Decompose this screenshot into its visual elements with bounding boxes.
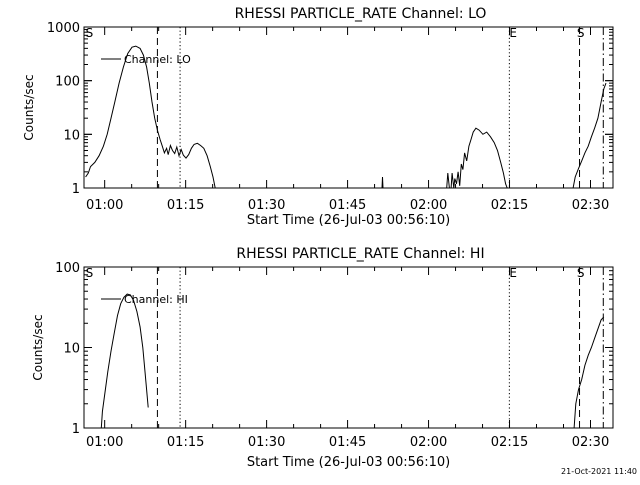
legend-label: Channel: HI: [124, 293, 188, 306]
x-tick-label: 01:15: [167, 435, 204, 450]
x-tick-label: 02:00: [410, 198, 447, 213]
x-tick-label: 01:45: [329, 435, 366, 450]
x-tick-label: 01:00: [86, 435, 123, 450]
x-tick-label: 01:00: [86, 198, 123, 213]
panel-hi: RHESSI PARTICLE_RATE Channel: HI Start Ti…: [31, 246, 614, 470]
plot-frame: [83, 26, 614, 189]
y-axis-label: Counts/sec: [22, 74, 36, 140]
x-tick-label: 02:30: [572, 435, 609, 450]
series-line-lo-2: [446, 127, 508, 189]
marker-label-s: S: [86, 26, 94, 40]
y-tick-label: 1: [72, 422, 80, 437]
marker-label-e: E: [509, 266, 517, 280]
marker-label-e: E: [509, 26, 517, 40]
series-line-lo-1: [381, 176, 384, 189]
x-tick-label: 01:45: [329, 198, 366, 213]
series-line-lo-3: [572, 82, 607, 189]
x-tick-label: 02:30: [572, 198, 609, 213]
series-line-hi-0: [100, 293, 149, 429]
y-tick-label: 10: [63, 342, 80, 357]
x-axis-label: Start Time (26-Jul-03 00:56:10): [247, 455, 450, 470]
y-tick-label: 100: [55, 261, 80, 276]
marker-label-s: S: [577, 266, 585, 280]
x-axis-label: Start Time (26-Jul-03 00:56:10): [247, 213, 450, 228]
marker-label-s: S: [577, 26, 585, 40]
y-axis-label: Counts/sec: [31, 314, 45, 380]
series-line-hi-1: [573, 316, 605, 429]
legend-label: Channel: LO: [124, 53, 191, 66]
y-tick-label: 1000: [47, 21, 80, 36]
y-tick-label: 1: [72, 182, 80, 197]
x-tick-label: 02:00: [410, 435, 447, 450]
footer-timestamp: 21-Oct-2021 11:40: [561, 467, 637, 476]
series-line-lo-0: [85, 45, 216, 189]
x-tick-label: 01:30: [248, 435, 285, 450]
x-tick-label: 01:15: [167, 198, 204, 213]
x-tick-label: 02:15: [491, 435, 528, 450]
panel-lo: RHESSI PARTICLE_RATE Channel: LO Start Ti…: [22, 6, 614, 228]
marker-label-s: S: [86, 266, 94, 280]
x-tick-label: 02:15: [491, 198, 528, 213]
x-tick-label: 01:30: [248, 198, 285, 213]
chart-title: RHESSI PARTICLE_RATE Channel: HI: [236, 246, 484, 262]
chart-title: RHESSI PARTICLE_RATE Channel: LO: [235, 6, 487, 22]
y-tick-label: 100: [55, 75, 80, 90]
y-tick-label: 10: [63, 128, 80, 143]
